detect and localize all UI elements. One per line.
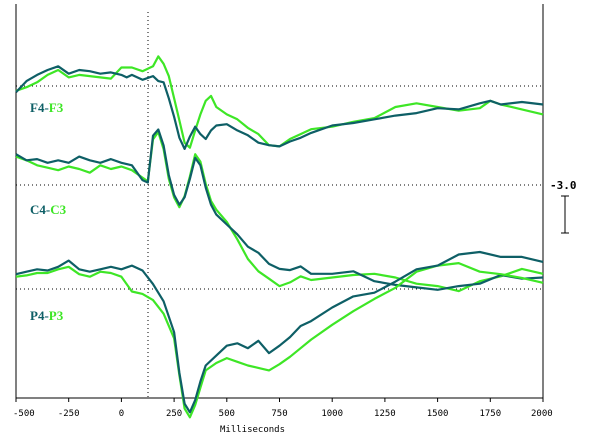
label-right-c4: C4 bbox=[30, 202, 46, 217]
x-tick-label: 1000 bbox=[321, 409, 343, 419]
x-tick-label: 0 bbox=[119, 409, 124, 419]
label-right-f4: F4 bbox=[30, 100, 45, 115]
series-line-c3 bbox=[15, 130, 544, 293]
label-right-p4: P4 bbox=[30, 308, 45, 323]
series-line-f3 bbox=[15, 55, 544, 149]
channel-label-p: P4-P3 bbox=[30, 308, 64, 323]
label-sep-f: - bbox=[44, 100, 48, 115]
series-line-p4 bbox=[15, 250, 544, 414]
scale-bar-label: -3.0 bbox=[550, 179, 577, 192]
x-tick-label: 1500 bbox=[427, 409, 449, 419]
x-tick-label: 500 bbox=[219, 409, 235, 419]
x-tick-label: -500 bbox=[13, 409, 35, 419]
label-left-f3: F3 bbox=[49, 100, 64, 115]
x-tick-label: 750 bbox=[271, 409, 287, 419]
x-tick-label: 1750 bbox=[479, 409, 501, 419]
x-tick-label: 1250 bbox=[374, 409, 396, 419]
label-left-c3: C3 bbox=[50, 202, 66, 217]
series-line-p3 bbox=[15, 262, 544, 419]
x-tick-label: 250 bbox=[166, 409, 182, 419]
x-tick-label: 2000 bbox=[531, 409, 553, 419]
label-left-p3: P3 bbox=[49, 308, 64, 323]
label-sep-c: - bbox=[46, 202, 50, 217]
series-line-f4 bbox=[15, 65, 544, 150]
series-line-c4 bbox=[15, 128, 544, 291]
channel-label-c: C4-C3 bbox=[30, 202, 67, 217]
x-axis-label: Milliseconds bbox=[220, 425, 285, 435]
channel-label-f: F4-F3 bbox=[30, 100, 64, 115]
scale-bar: -3.0 bbox=[550, 179, 577, 234]
label-sep-p: - bbox=[44, 308, 48, 323]
x-tick-label: -250 bbox=[58, 409, 80, 419]
